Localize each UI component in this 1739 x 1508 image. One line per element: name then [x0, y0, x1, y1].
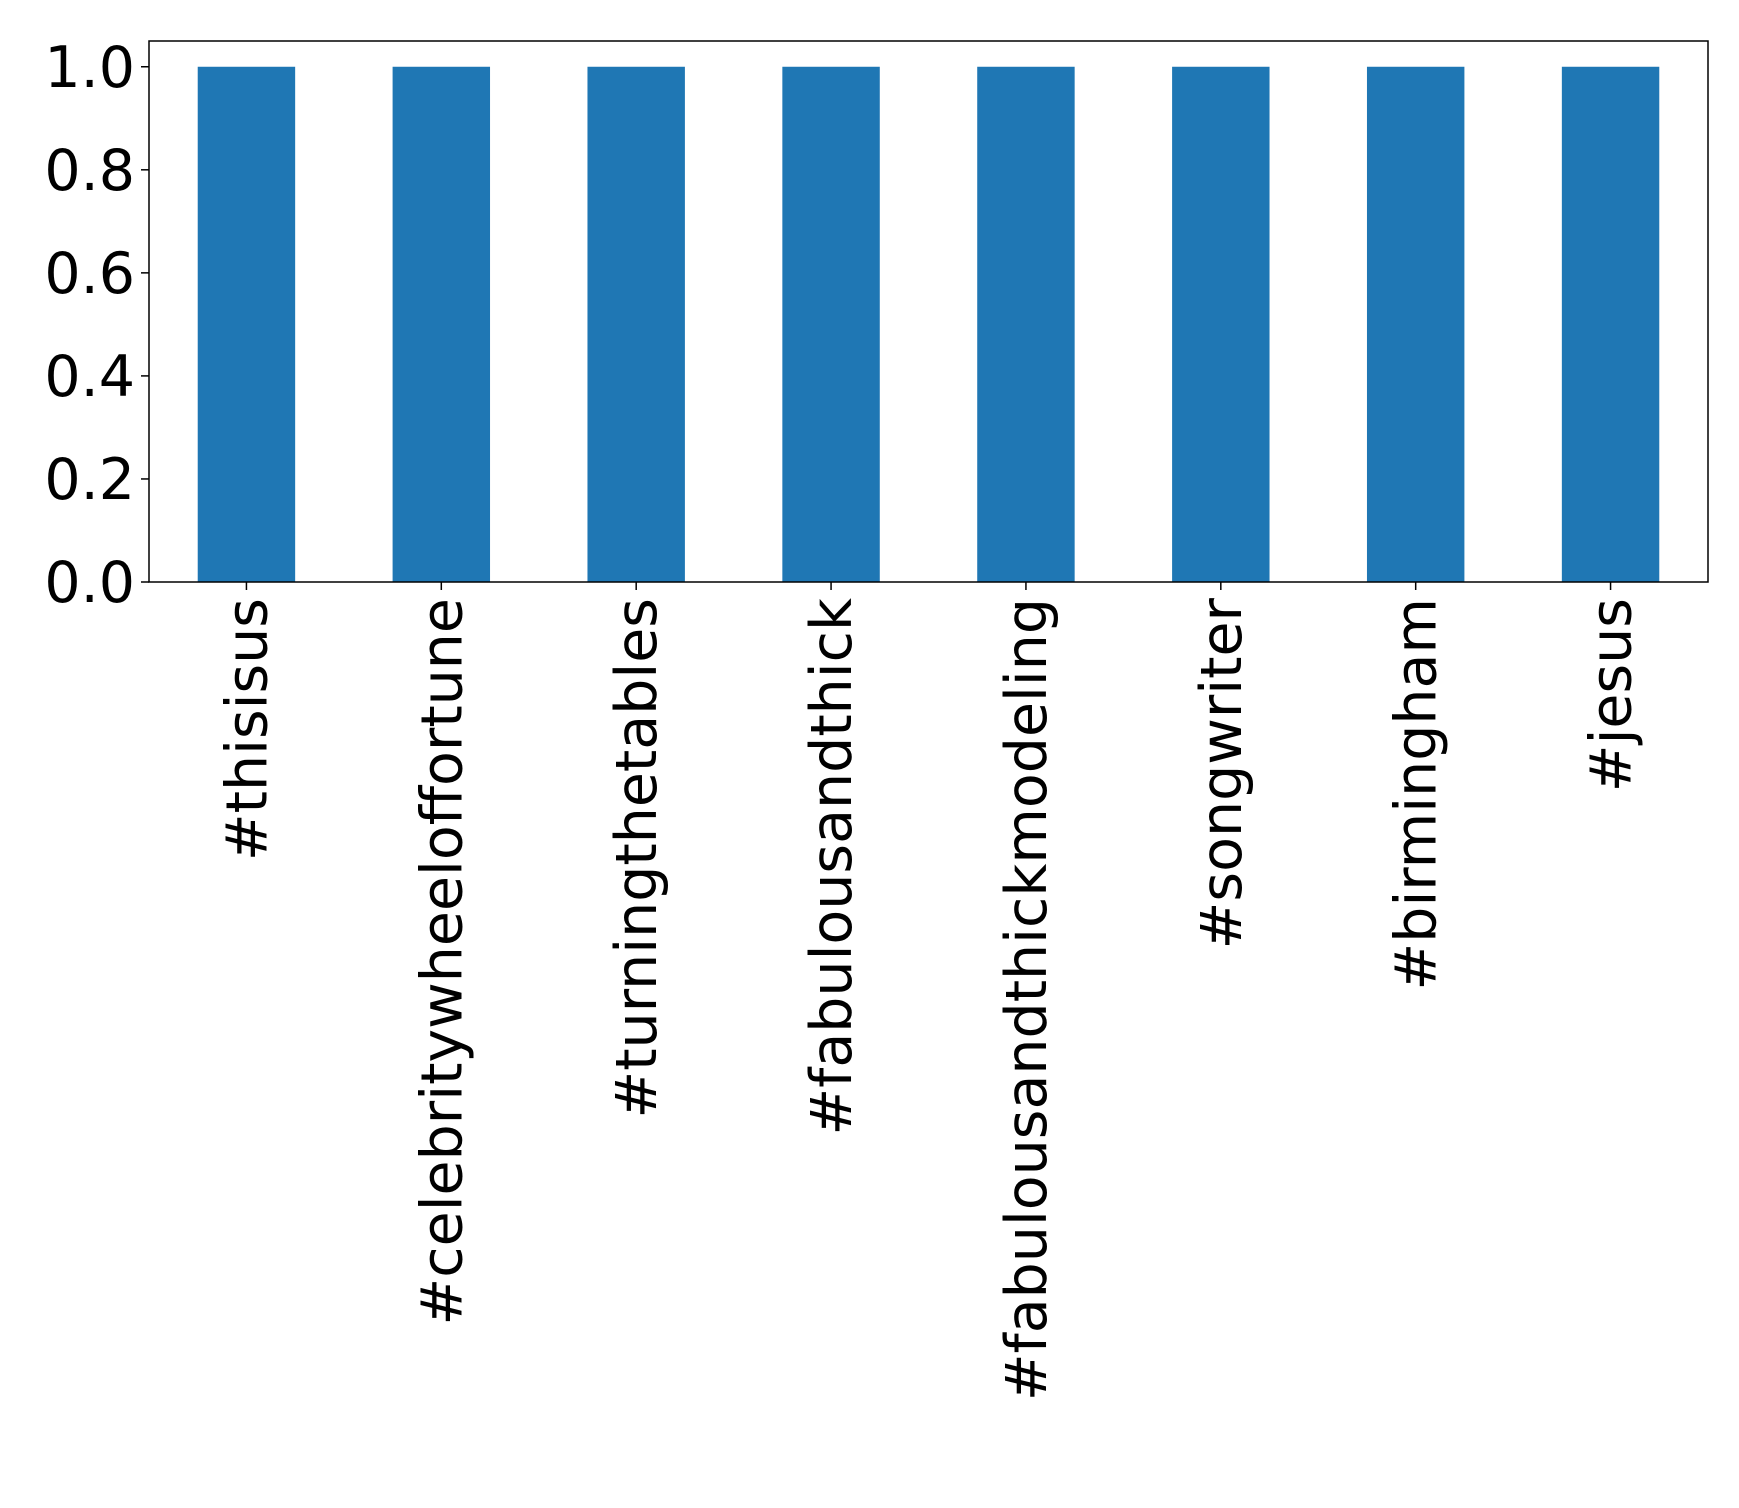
bar	[392, 66, 491, 582]
y-tick-label: 0.8	[44, 138, 135, 204]
plot-frame	[148, 40, 1709, 583]
x-tick-label: #birmingham	[1384, 598, 1450, 990]
y-tick-label: 0.0	[44, 550, 135, 616]
y-tick-label: 0.4	[44, 344, 135, 410]
x-tick-label: #fabulousandthick	[799, 598, 865, 1136]
y-tick-label: 0.6	[44, 241, 135, 307]
y-tick-label: 0.2	[44, 447, 135, 513]
bar	[1172, 66, 1270, 582]
x-tick-label: #jesus	[1579, 598, 1645, 792]
y-tick-label: 1.0	[44, 35, 135, 101]
bar	[1366, 66, 1465, 582]
x-tick-label: #thisisus	[214, 598, 280, 861]
x-tick-label: #celebritywheeloffortune	[409, 598, 475, 1325]
bar	[197, 66, 296, 582]
bar	[1561, 66, 1660, 582]
bar	[782, 66, 880, 582]
x-tick-label: #fabulousandthickmodeling	[994, 598, 1060, 1401]
x-tick-label: #songwriter	[1189, 597, 1255, 949]
x-tick-label: #turningthetables	[604, 598, 670, 1119]
bar	[587, 66, 685, 582]
bar	[977, 66, 1075, 582]
